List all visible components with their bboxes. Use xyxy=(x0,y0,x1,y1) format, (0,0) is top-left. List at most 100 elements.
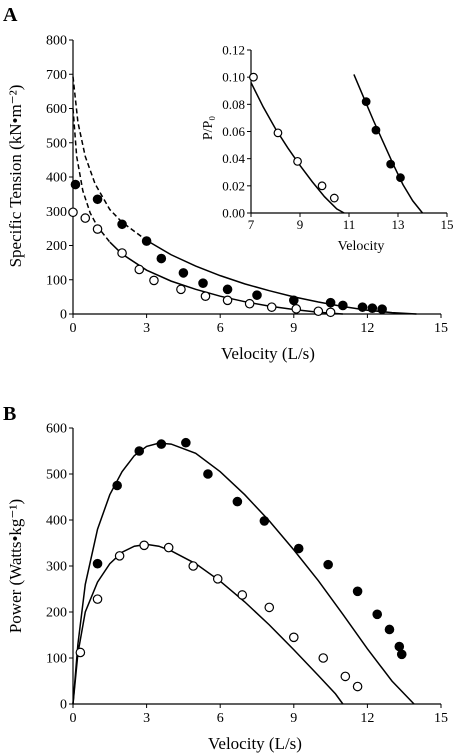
inset-y-tick-label: 0.06 xyxy=(222,124,245,139)
panel-a-y-tick-label: 200 xyxy=(46,239,67,254)
inset-series-1-filled-point xyxy=(386,159,396,169)
panel-a-series-1-filled-point xyxy=(288,295,299,306)
panel-a-series-2-open-point xyxy=(117,248,127,258)
panel-a-y-tick-label: 100 xyxy=(46,273,67,288)
inset-axes: 7 9 11 13 15 0.00 0.02 0.04 0.06 0.08 0.10 0.12 xyxy=(222,43,453,233)
panel-b-x-tick-label: 12 xyxy=(360,711,374,726)
inset-series-2-open-point xyxy=(293,156,302,166)
inset-x-tick-label: 11 xyxy=(343,217,356,232)
panel-b-series-2-open-point xyxy=(139,540,149,551)
panel-b-series-2-open-point xyxy=(352,681,363,692)
inset-series-2-open-point xyxy=(329,193,339,203)
panel-a-series-2-open-point xyxy=(134,264,145,275)
inset-y-tick-label: 0.04 xyxy=(222,151,245,166)
panel-a-series-1-filled-point xyxy=(252,290,262,300)
panel-b-series-1-filled-point xyxy=(112,480,122,491)
panel-b-series-2-open-point xyxy=(237,590,248,600)
panel-a-series-1-filled-point xyxy=(117,219,127,230)
panel-b-x-tick-label: 3 xyxy=(143,711,150,726)
inset-y-tick-label: 0.02 xyxy=(222,178,245,193)
panel-a-curves xyxy=(72,76,417,315)
panel-b-series-1-filled-point xyxy=(181,437,191,448)
panel-a-y-tick-label: 300 xyxy=(46,205,67,220)
panel-a-x-tick-label: 15 xyxy=(434,321,448,336)
panel-b-y-axis-label: Power (Watts•kg⁻¹) xyxy=(6,499,25,633)
panel-b-y-tick-label: 300 xyxy=(46,560,67,575)
panel-b-series-1-fit-curve xyxy=(72,442,415,705)
panel-b-y-tick-label: 0 xyxy=(60,698,67,713)
panel-b-series-2-open-point xyxy=(188,561,199,571)
panel-b-series-2-open-point xyxy=(318,653,329,663)
panel-b-curves xyxy=(72,442,415,705)
panel-b-series-1-filled-point xyxy=(134,446,145,456)
panel-a-y-tick-label: 0 xyxy=(60,308,67,323)
inset-curves xyxy=(250,74,424,214)
panel-a-series-2-open-point xyxy=(80,213,91,223)
inset-x-tick-label: 15 xyxy=(441,217,454,232)
panel-a-series-1-filled-point xyxy=(141,236,152,246)
panel-a-y-tick-label: 700 xyxy=(46,68,67,83)
panel-a-x-tick-label: 0 xyxy=(70,321,77,336)
panel-a-series-1-filled-point xyxy=(156,253,167,264)
inset-x-axis-label: Velocity xyxy=(338,239,385,254)
panel-b-series-2-open-point xyxy=(212,574,223,584)
panel-a-series-2-open-point xyxy=(92,224,103,234)
panel-a-series-1-filled-point xyxy=(338,300,348,311)
panel-a-series-1-filled-point xyxy=(222,284,233,295)
panel-a-series-2-open-point xyxy=(68,207,78,218)
panel-a-series-1-filled-point xyxy=(70,179,81,190)
panel-a-y-tick-label: 800 xyxy=(46,34,67,49)
panel-b-series-2-open-point xyxy=(288,632,299,643)
panel-a-series-2-open-point xyxy=(291,304,302,314)
panel-b-x-axis-label: Velocity (L/s) xyxy=(208,734,302,753)
panel-a-x-axis-label: Velocity (L/s) xyxy=(221,344,315,363)
panel-a-series-2-open-point xyxy=(266,302,277,312)
panel-a-series-1-filled-point xyxy=(92,194,103,205)
panel-b-axes: 0 3 6 9 12 15 0 100 200 300 400 500 600 xyxy=(46,422,448,727)
inset-series-1-filled-point xyxy=(361,97,371,107)
panel-b-series-2-open-point xyxy=(75,647,86,658)
panel-a-x-tick-label: 9 xyxy=(290,321,297,336)
inset-series-2-open-point xyxy=(273,128,283,138)
panel-a-series-1-filled-point xyxy=(178,268,189,278)
panel-b-series-1-filled-point xyxy=(384,624,395,635)
panel-a-series-1-filled-point xyxy=(198,278,208,288)
panel-a-x-tick-label: 6 xyxy=(217,321,224,336)
panel-a-y-axis-label: Specific Tension (kN•m⁻²) xyxy=(6,85,25,268)
inset-y-tick-label: 0.10 xyxy=(222,70,245,85)
inset-y-axis-label: P/P₀ xyxy=(201,116,216,140)
panel-a-series-2-open-point xyxy=(176,284,186,295)
panel-b-series-1-filled-point xyxy=(156,439,167,449)
panel-b-chart: B 0 3 6 9 12 15 0 100 200 300 400 500 600 Velocity (… xyxy=(3,403,448,753)
panel-b-label: B xyxy=(3,403,16,425)
panel-b-series-1-filled-point xyxy=(372,609,383,620)
panel-b-y-tick-label: 600 xyxy=(46,422,67,437)
panel-a-series-1-filled-point xyxy=(357,302,368,312)
panel-a-y-tick-label: 500 xyxy=(46,136,67,151)
panel-a-x-tick-label: 3 xyxy=(143,321,150,336)
inset-series-1-filled-point xyxy=(396,173,405,183)
panel-a-points xyxy=(68,179,387,318)
inset-points xyxy=(249,72,405,203)
inset-x-tick-label: 7 xyxy=(248,217,255,232)
panel-a-chart: A 0 3 6 9 12 15 0 100 200 300 400 500 600 700 800 Velo… xyxy=(3,4,448,363)
panel-b-series-1-filled-point xyxy=(394,641,405,652)
panel-a-inset-chart: 7 9 11 13 15 0.00 0.02 0.04 0.06 0.08 0.10 0.12 Vel… xyxy=(201,43,454,255)
panel-b-y-tick-label: 500 xyxy=(46,468,67,483)
panel-b-y-tick-label: 100 xyxy=(46,652,67,667)
panel-b-series-2-open-point xyxy=(340,671,351,682)
panel-a-series-1-filled-point xyxy=(377,304,387,315)
panel-b-x-tick-label: 6 xyxy=(217,711,224,726)
panel-b-series-2-open-point xyxy=(163,542,174,553)
panel-a-series-2-open-point xyxy=(149,275,159,286)
panel-b-series-1-filled-point xyxy=(203,469,213,479)
panel-a-label: A xyxy=(3,4,18,26)
panel-b-series-1-filled-point xyxy=(293,543,304,554)
panel-a-series-1-filled-point xyxy=(367,303,378,313)
panel-a-series-2-extrapolated-curve xyxy=(72,108,111,243)
inset-x-tick-label: 13 xyxy=(392,217,405,232)
panel-a-series-1-filled-point xyxy=(325,297,336,308)
panel-b-series-2-open-point xyxy=(114,551,125,561)
panel-a-series-2-open-point xyxy=(313,306,324,317)
